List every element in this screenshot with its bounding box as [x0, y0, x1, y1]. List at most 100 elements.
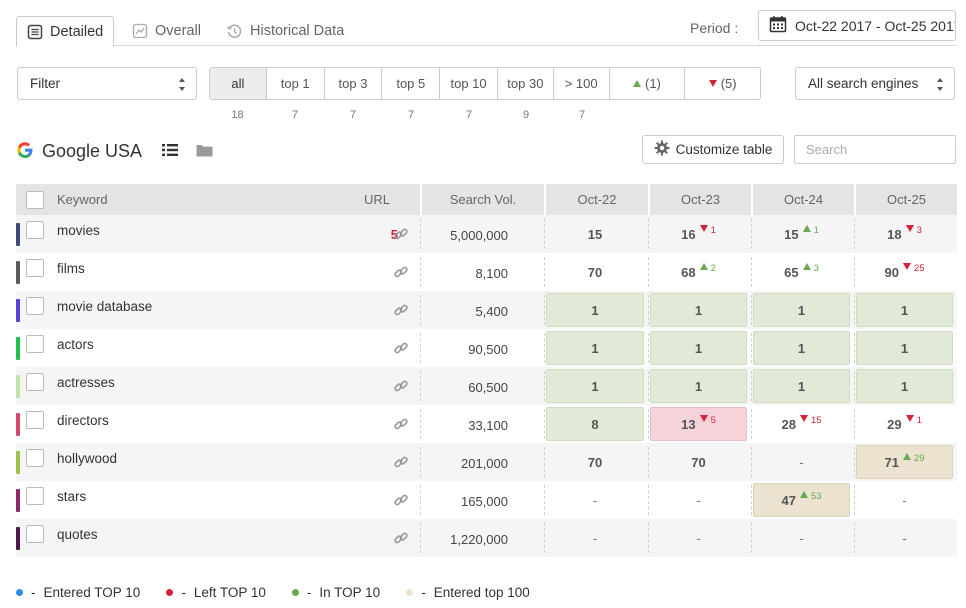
folder-icon[interactable]: [196, 143, 213, 160]
arrow-up-icon: [632, 80, 641, 87]
segment-top-3[interactable]: top 3: [325, 68, 383, 99]
table-search-input[interactable]: [794, 135, 956, 164]
row-checkbox[interactable]: [26, 525, 44, 543]
row-checkbox[interactable]: [26, 259, 44, 277]
rank-cell[interactable]: 1: [856, 369, 953, 403]
column-keyword[interactable]: Keyword: [57, 192, 108, 207]
rank-cell[interactable]: 70: [546, 445, 644, 479]
rank-value: -: [799, 530, 804, 546]
segment-declined[interactable]: (5): [685, 68, 760, 99]
row-checkbox[interactable]: [26, 449, 44, 467]
keyword-cell: movie database: [57, 299, 153, 314]
customize-table-button[interactable]: Customize table: [642, 135, 784, 164]
row-checkbox[interactable]: [26, 373, 44, 391]
rank-cell[interactable]: 1: [753, 369, 850, 403]
row-checkbox[interactable]: [26, 411, 44, 429]
rank-change-value: 1: [710, 224, 716, 236]
segment-over-100[interactable]: > 100: [554, 68, 610, 99]
rank-cell[interactable]: 68 2: [650, 255, 747, 289]
rank-cell[interactable]: -: [753, 521, 850, 555]
rank-cell[interactable]: 47 53: [753, 483, 850, 517]
link-icon[interactable]: [393, 416, 409, 435]
row-checkbox[interactable]: [26, 221, 44, 239]
rank-cell[interactable]: 1: [546, 293, 644, 327]
select-all-checkbox[interactable]: [26, 191, 44, 209]
row-checkbox[interactable]: [26, 335, 44, 353]
tab-overall-label: Overall: [155, 23, 201, 39]
rank-value: -: [696, 492, 701, 508]
period-label: Period :: [690, 20, 739, 36]
rank-cell[interactable]: 71 29: [856, 445, 953, 479]
column-separator: [420, 333, 421, 363]
legend-dot: [16, 589, 23, 596]
rank-cell[interactable]: 28 15: [753, 407, 850, 441]
rank-cell[interactable]: 13 5: [650, 407, 747, 441]
link-icon[interactable]: [393, 264, 409, 283]
column-url[interactable]: URL: [364, 192, 391, 207]
column-date[interactable]: Oct-24: [751, 184, 854, 215]
select-arrows-icon: [937, 78, 944, 91]
link-icon[interactable]: [393, 378, 409, 397]
rank-cell[interactable]: -: [856, 521, 953, 555]
rank-cell[interactable]: 1: [753, 331, 850, 365]
rank-cell[interactable]: 1: [753, 293, 850, 327]
rank-cell[interactable]: 1: [546, 331, 644, 365]
rank-cell[interactable]: -: [546, 521, 644, 555]
rank-cell[interactable]: 18 3: [856, 217, 953, 251]
rank-cell[interactable]: -: [650, 483, 747, 517]
segment-improved[interactable]: (1): [610, 68, 686, 99]
legend-label: Entered TOP 10: [43, 585, 141, 600]
tab-overall[interactable]: Overall: [132, 16, 201, 46]
column-separator: [854, 409, 855, 439]
rank-cell[interactable]: -: [650, 521, 747, 555]
link-icon[interactable]: [393, 226, 409, 245]
link-icon[interactable]: [393, 530, 409, 549]
list-box-icon: [27, 24, 43, 40]
link-icon[interactable]: [393, 454, 409, 473]
row-checkbox[interactable]: [26, 487, 44, 505]
period-picker[interactable]: Oct-22 2017 - Oct-25 2017: [758, 10, 956, 41]
rank-cell[interactable]: 70: [546, 255, 644, 289]
rank-cell[interactable]: -: [546, 483, 644, 517]
rank-cell[interactable]: -: [753, 445, 850, 479]
url-count[interactable]: 5: [390, 227, 398, 242]
rank-cell[interactable]: 1: [650, 369, 747, 403]
rank-cell[interactable]: 8: [546, 407, 644, 441]
filter-select[interactable]: Filter: [17, 67, 197, 100]
column-search-volume[interactable]: Search Vol.: [420, 184, 544, 215]
rank-cell[interactable]: 15: [546, 217, 644, 251]
row-checkbox[interactable]: [26, 297, 44, 315]
column-date[interactable]: Oct-23: [648, 184, 751, 215]
rank-cell[interactable]: 65 3: [753, 255, 850, 289]
column-separator: [854, 447, 855, 477]
legend-item: - Left TOP 10: [166, 585, 266, 600]
column-date[interactable]: Oct-25: [854, 184, 957, 215]
tab-historical-data[interactable]: Historical Data: [226, 16, 344, 46]
link-icon[interactable]: [393, 340, 409, 359]
tab-detailed[interactable]: Detailed: [16, 16, 115, 47]
list-view-icon[interactable]: [162, 143, 179, 160]
segment-top-1[interactable]: top 1: [267, 68, 325, 99]
rank-cell[interactable]: -: [856, 483, 953, 517]
link-icon[interactable]: [393, 492, 409, 511]
search-engine-select[interactable]: All search engines: [795, 67, 955, 100]
link-icon[interactable]: [393, 302, 409, 321]
search-volume-cell: 5,000,000: [450, 228, 508, 243]
rank-cell[interactable]: 1: [650, 293, 747, 327]
rank-cell[interactable]: 16 1: [650, 217, 747, 251]
rank-cell[interactable]: 1: [546, 369, 644, 403]
column-date[interactable]: Oct-22: [544, 184, 648, 215]
rank-cell[interactable]: 90 25: [856, 255, 953, 289]
rank-cell[interactable]: 1: [856, 331, 953, 365]
segment-all[interactable]: all: [210, 68, 267, 99]
rank-cell[interactable]: 15 1: [753, 217, 850, 251]
segment-top-30[interactable]: top 30: [498, 68, 554, 99]
legend-sep: -: [181, 585, 186, 600]
segment-top-10[interactable]: top 10: [440, 68, 498, 99]
segment-top-5[interactable]: top 5: [382, 68, 441, 99]
rank-cell[interactable]: 1: [650, 331, 747, 365]
rank-cell[interactable]: 29 1: [856, 407, 953, 441]
column-separator: [854, 295, 855, 325]
rank-cell[interactable]: 1: [856, 293, 953, 327]
rank-cell[interactable]: 70: [650, 445, 747, 479]
